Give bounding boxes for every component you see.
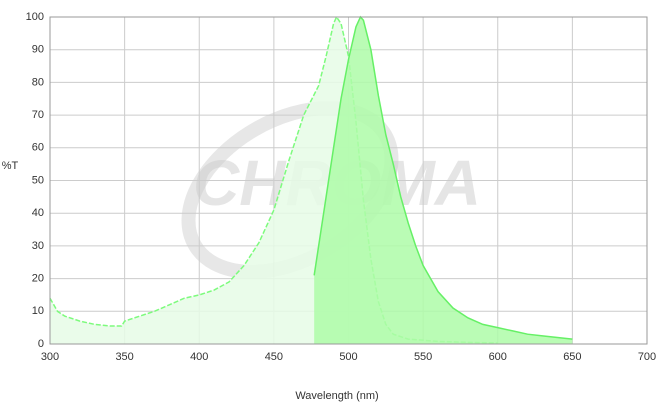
y-tick-label: 50 xyxy=(32,174,44,186)
y-tick-label: 10 xyxy=(32,305,44,317)
area-fill xyxy=(50,17,498,344)
x-tick-label: 550 xyxy=(414,351,432,363)
x-tick-label: 450 xyxy=(265,351,283,363)
x-axis-label: Wavelength (nm) xyxy=(295,390,378,402)
x-tick-label: 650 xyxy=(563,351,581,363)
y-tick-label: 20 xyxy=(32,273,44,285)
x-tick-label: 600 xyxy=(489,351,507,363)
plot-frame xyxy=(49,16,648,345)
y-axis-label: %T xyxy=(2,160,19,172)
y-tick-label: 80 xyxy=(32,76,44,88)
y-tick-label: 100 xyxy=(26,11,44,23)
series-line xyxy=(313,15,573,340)
y-tick-label: 60 xyxy=(32,142,44,154)
x-tick-label: 500 xyxy=(339,351,357,363)
x-tick-label: 350 xyxy=(115,351,133,363)
x-tick-label: 300 xyxy=(41,351,59,363)
y-tick-label: 30 xyxy=(32,240,44,252)
y-tick-label: 0 xyxy=(38,338,44,350)
x-tick-label: 400 xyxy=(190,351,208,363)
y-tick-label: 90 xyxy=(32,44,44,56)
y-tick-label: 70 xyxy=(32,109,44,121)
x-tick-label: 700 xyxy=(638,351,656,363)
y-tick-label: 40 xyxy=(32,207,44,219)
